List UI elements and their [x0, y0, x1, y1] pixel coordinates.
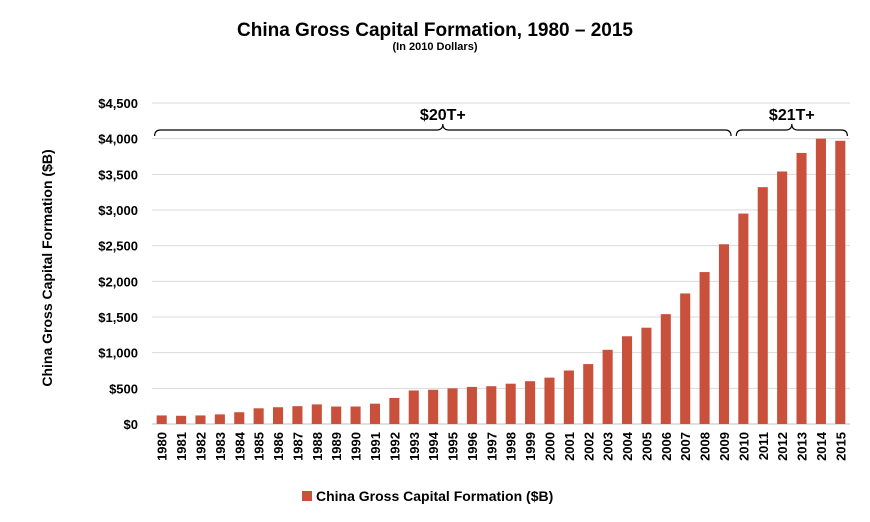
legend-label: China Gross Capital Formation ($B)	[316, 488, 553, 504]
bar	[602, 349, 613, 424]
bar	[466, 386, 477, 424]
x-tick-label: 2007	[678, 432, 693, 461]
y-tick-label: $1,000	[98, 346, 138, 361]
bar	[680, 293, 691, 424]
bar	[796, 152, 807, 424]
legend-swatch	[302, 491, 312, 501]
gridlines	[152, 102, 850, 425]
bar	[176, 415, 187, 424]
y-tick-label: $0	[124, 417, 138, 432]
bar	[815, 138, 826, 424]
x-tick-label: 1982	[193, 432, 208, 461]
x-tick-label: 1994	[426, 431, 441, 461]
bar	[156, 415, 167, 424]
bar	[505, 383, 516, 424]
x-tick-label: 2011	[756, 432, 771, 460]
x-tick-label: 1998	[504, 432, 519, 461]
x-tick-label: 2000	[542, 432, 557, 461]
brace-line	[154, 123, 732, 137]
y-tick-label: $3,500	[98, 167, 138, 182]
x-tick-label: 2008	[698, 432, 713, 461]
bar	[408, 390, 419, 424]
bar	[292, 406, 303, 424]
bar	[718, 244, 730, 424]
bar	[350, 406, 361, 424]
x-axis: 1980 1981 1982 1983 1984 1985 1986 1987 1988 1989…	[155, 431, 849, 461]
bar	[331, 406, 342, 424]
bar	[835, 140, 846, 424]
x-tick-label: 2002	[581, 432, 596, 461]
y-tick-label: $500	[109, 381, 138, 396]
bar	[544, 377, 555, 424]
bar	[214, 414, 225, 424]
x-tick-label: 1995	[446, 432, 461, 461]
x-tick-label: 2010	[736, 432, 751, 461]
chart-subtitle: (In 2010 Dollars)	[393, 41, 478, 53]
x-tick-label: 1999	[523, 432, 538, 461]
y-tick-label: $2,500	[98, 239, 138, 254]
bar	[447, 388, 458, 424]
bars	[156, 138, 846, 424]
y-tick-label: $3,000	[98, 203, 138, 218]
x-tick-label: 1988	[310, 432, 325, 461]
bar	[757, 187, 768, 424]
bar	[428, 389, 439, 424]
y-axis-title: China Gross Capital Formation ($B)	[39, 149, 55, 386]
bar	[234, 412, 245, 424]
x-tick-label: 2001	[562, 432, 577, 461]
x-tick-label: 1996	[465, 432, 480, 461]
x-tick-label: 1993	[407, 432, 422, 461]
y-tick-label: $2,000	[98, 274, 138, 289]
x-tick-label: 1983	[213, 432, 228, 461]
x-tick-label: 2003	[601, 432, 616, 461]
x-tick-label: 1980	[155, 432, 170, 461]
bar	[660, 314, 671, 424]
bar	[641, 327, 652, 424]
x-tick-label: 1986	[271, 432, 286, 461]
x-tick-label: 1997	[484, 432, 499, 461]
y-tick-label: $4,000	[98, 132, 138, 147]
y-tick-label: $4,500	[98, 96, 138, 111]
brace-label: $21T+	[769, 107, 815, 124]
bar	[195, 415, 206, 424]
bar	[738, 213, 749, 424]
bar	[311, 404, 322, 424]
x-tick-label: 1985	[252, 432, 267, 461]
x-tick-label: 2004	[620, 431, 635, 461]
x-tick-label: 1981	[174, 432, 189, 461]
x-tick-label: 2006	[659, 432, 674, 461]
bar	[583, 364, 594, 424]
y-axis: $0 $500 $1,000 $1,500 $2,000 $2,500 $3,000 $3,5…	[98, 96, 138, 432]
bar	[563, 370, 574, 424]
x-tick-label: 2005	[639, 432, 654, 461]
brace-annotations: $20T+ $21T+	[154, 107, 848, 137]
x-tick-label: 1984	[232, 431, 247, 461]
bar	[369, 403, 381, 424]
bar	[253, 408, 264, 424]
x-tick-label: 1991	[368, 432, 383, 461]
bar	[525, 381, 536, 424]
bar	[389, 397, 400, 424]
x-tick-label: 1989	[329, 432, 344, 461]
x-tick-label: 2012	[775, 432, 790, 461]
x-tick-label: 2013	[795, 432, 810, 461]
x-tick-label: 2009	[717, 432, 732, 461]
bar	[621, 336, 633, 424]
brace-label: $20T+	[420, 107, 466, 124]
bar	[486, 386, 497, 424]
bar	[699, 272, 710, 424]
legend: China Gross Capital Formation ($B)	[302, 488, 553, 504]
x-tick-label: 2014	[814, 431, 829, 461]
chart-title: China Gross Capital Formation, 1980 – 20…	[237, 20, 633, 41]
x-tick-label: 2015	[833, 432, 848, 461]
bar	[272, 407, 284, 424]
x-tick-label: 1992	[387, 432, 402, 461]
bar	[777, 171, 788, 424]
x-tick-label: 1987	[290, 432, 305, 461]
y-tick-label: $1,500	[98, 310, 138, 325]
x-tick-label: 1990	[349, 432, 364, 461]
brace-line	[735, 123, 848, 137]
